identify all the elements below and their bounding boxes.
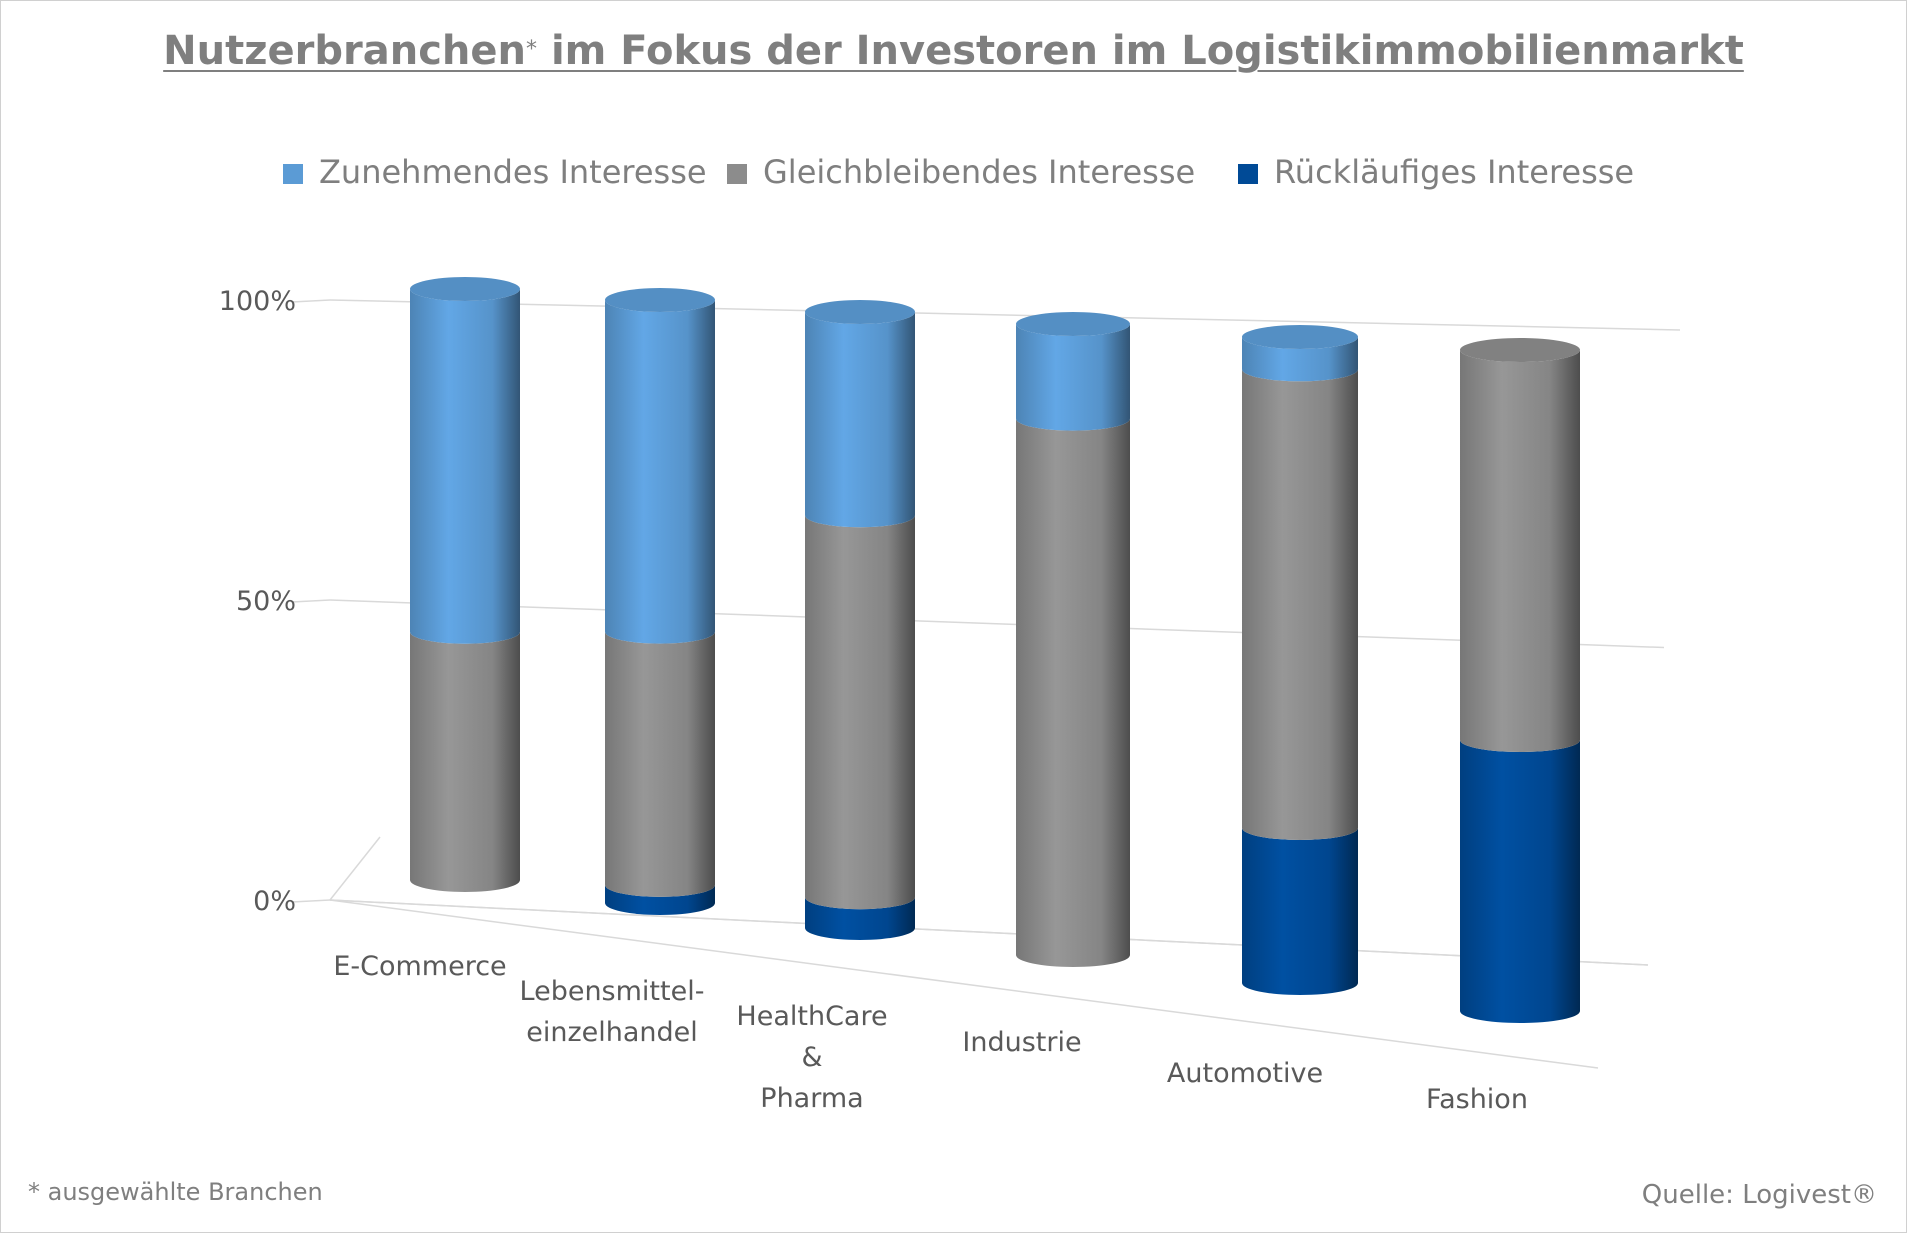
y-axis-ticks: 0% 50% 100% xyxy=(219,286,296,917)
floor-left-edge xyxy=(329,836,381,901)
legend-label-gleichbleibend: Gleichbleibendes Interesse xyxy=(763,153,1196,191)
gridline-side-50 xyxy=(291,599,331,603)
x-category-label-automotive: Automotive xyxy=(1167,1058,1323,1089)
legend-swatch-gleichbleibend xyxy=(727,164,747,184)
bar-segment-industrie-2 xyxy=(1016,324,1130,431)
bar-cap-industrie xyxy=(1016,312,1130,336)
bar-segment-automotive-0 xyxy=(1242,827,1358,995)
x-category-label-fashion: Fashion xyxy=(1426,1084,1528,1115)
floor-front-edge xyxy=(329,899,1599,1069)
bar-segment-healthcare-pharma-0 xyxy=(805,897,915,940)
bar-segment-lebensmitteleinzelhandel-0 xyxy=(605,884,715,915)
gridline-side-0 xyxy=(291,899,331,903)
gridline-side-100 xyxy=(291,299,331,303)
bar-healthcare-pharma xyxy=(805,300,915,940)
bar-cap-fashion xyxy=(1460,338,1580,362)
bar-cap-automotive xyxy=(1242,325,1358,349)
bar-segment-fashion-1 xyxy=(1460,350,1580,752)
bar-industrie xyxy=(1016,312,1130,967)
bar-segment-healthcare-pharma-1 xyxy=(805,515,915,910)
y-tick-label-0: 0% xyxy=(253,886,296,917)
bar-lebensmitteleinzelhandel xyxy=(605,288,715,915)
bar-segment-e-commerce-2 xyxy=(410,289,520,644)
bar-segment-lebensmitteleinzelhandel-2 xyxy=(605,300,715,644)
bar-e-commerce xyxy=(410,277,520,892)
bar-segment-e-commerce-1 xyxy=(410,631,520,892)
bar-fashion xyxy=(1460,338,1580,1023)
bar-automotive xyxy=(1242,325,1358,995)
footnote: * ausgewählte Branchen xyxy=(28,1178,323,1206)
chart-title-star: * xyxy=(526,37,538,62)
y-tick-label-100: 100% xyxy=(219,286,296,317)
chart-title-rest: im Fokus der Investoren im Logistikimmob… xyxy=(537,28,1744,74)
gridline-100 xyxy=(329,299,1681,331)
legend-swatch-ruecklaeufig xyxy=(1238,164,1258,184)
bar-segment-lebensmitteleinzelhandel-1 xyxy=(605,631,715,897)
chart-title: Nutzerbranchen* im Fokus der Investoren … xyxy=(0,28,1907,74)
chart-legend: Zunehmendes Interesse Gleichbleibendes I… xyxy=(0,152,1907,192)
bar-cap-lebensmitteleinzelhandel xyxy=(605,288,715,312)
bar-cap-e-commerce xyxy=(410,277,520,301)
bar-segment-industrie-1 xyxy=(1016,418,1130,967)
x-category-label-healthcare-pharma: HealthCare & Pharma xyxy=(736,1001,887,1114)
bar-segment-automotive-1 xyxy=(1242,369,1358,840)
bar-segment-automotive-2 xyxy=(1242,337,1358,382)
y-tick-label-50: 50% xyxy=(236,586,296,617)
x-axis-categories: E-Commerce Lebensmittel-einzelhandel Healt… xyxy=(333,951,1528,1115)
legend-label-zunehmend: Zunehmendes Interesse xyxy=(319,153,707,191)
x-category-label-e-commerce: E-Commerce xyxy=(333,951,506,982)
bar-segment-healthcare-pharma-2 xyxy=(805,312,915,528)
chart-title-main: Nutzerbranchen xyxy=(163,28,527,74)
legend-swatch-zunehmend xyxy=(283,164,303,184)
gridline-50 xyxy=(329,599,1665,649)
bar-segment-fashion-0 xyxy=(1460,739,1580,1023)
gridlines xyxy=(291,299,1681,1069)
x-category-label-industrie: Industrie xyxy=(962,1027,1081,1058)
legend-label-ruecklaeufig: Rückläufiges Interesse xyxy=(1274,153,1635,191)
source-note: Quelle: Logivest® xyxy=(1641,1180,1877,1210)
bar-series xyxy=(410,277,1580,1023)
x-category-label-lebensmitteleinzelhandel: Lebensmittel-einzelhandel xyxy=(520,976,705,1048)
floor-back-edge xyxy=(329,899,1649,966)
bar-cap-healthcare-pharma xyxy=(805,300,915,324)
